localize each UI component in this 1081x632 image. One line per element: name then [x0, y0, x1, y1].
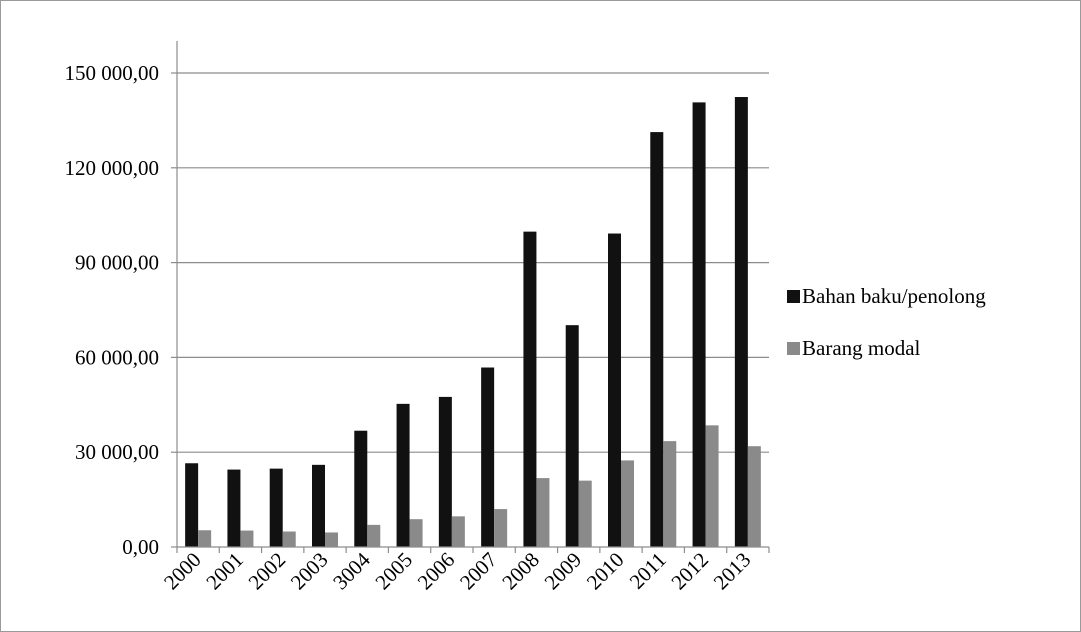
x-tick-label: 2013 [709, 548, 756, 595]
x-tick-label: 2009 [540, 548, 587, 595]
x-tick-label: 2006 [413, 548, 460, 595]
x-tick-label: 2012 [666, 548, 713, 595]
bar-barang-modal: 2010: 27400 [621, 460, 634, 547]
x-tick-label: 2005 [370, 548, 417, 595]
bar-bahan-baku: 2006: 47500 [438, 396, 452, 547]
bar-bahan-baku: 2011: 131300 [650, 132, 664, 548]
bar-bahan-baku: 3004: 36800 [354, 430, 368, 547]
legend-label: Barang modal [802, 336, 921, 360]
axes [171, 41, 770, 553]
x-tick-label: 2000 [159, 548, 206, 595]
bar-bahan-baku: 2002: 24800 [269, 468, 283, 547]
x-tick-label: 2002 [244, 548, 291, 595]
bar-bahan-baku: 2010: 99200 [608, 233, 621, 547]
bars: 2000: 265002000: 5300 2001: 245002001: 52… [185, 97, 761, 548]
x-tick-label: 2010 [582, 548, 629, 595]
x-tick-label: 3004 [328, 547, 375, 594]
bar-barang-modal: 2000: 5300 [198, 530, 212, 547]
legend-swatch [787, 290, 800, 303]
bar-bahan-baku: 2013: 142400 [734, 97, 748, 548]
bar-bahan-baku: 2001: 24500 [227, 469, 241, 547]
bar-bahan-baku: 2000: 26500 [185, 463, 199, 547]
legend-label: Bahan baku/penolong [802, 284, 986, 308]
x-tick-label: 2007 [455, 548, 502, 595]
y-tick-label: 150 000,00 [65, 61, 160, 85]
bar-bahan-baku: 2005: 45300 [396, 403, 410, 547]
x-tick-label: 2008 [497, 548, 544, 595]
y-tick-label: 60 000,00 [75, 345, 159, 369]
y-tick-label: 120 000,00 [65, 156, 160, 180]
legend: Bahan baku/penolong Barang modal [787, 284, 986, 360]
bar-barang-modal: 2009: 21000 [578, 480, 592, 547]
bar-barang-modal: 2012: 38500 [705, 425, 719, 547]
legend-swatch [787, 342, 800, 355]
bar-barang-modal: 2002: 4900 [282, 531, 296, 547]
bar-bahan-baku: 2008: 99800 [523, 231, 537, 547]
x-tick-label: 2001 [201, 548, 248, 595]
y-tick-label: 90 000,00 [75, 251, 159, 275]
y-tick-labels: 0,00 30 000,00 60 000,00 90 000,00 120 000,0… [65, 61, 160, 559]
gridlines [177, 72, 769, 453]
bar-barang-modal: 2005: 8800 [409, 519, 423, 547]
x-tick-label: 2003 [286, 548, 333, 595]
bar-barang-modal: 2006: 9700 [451, 516, 465, 547]
bar-bahan-baku: 2012: 140700 [692, 102, 706, 547]
bar-barang-modal: 2013: 31900 [747, 446, 761, 547]
y-tick-label: 0,00 [122, 535, 159, 559]
x-tick-labels: 2000200120022003300420052006200720082009… [159, 547, 755, 594]
bar-bahan-baku: 2007: 56800 [481, 367, 495, 547]
x-tick-label: 2011 [625, 548, 671, 594]
bar-barang-modal: 2008: 21800 [536, 478, 550, 547]
bar-barang-modal: 3004: 7000 [367, 524, 381, 547]
bar-bahan-baku: 2009: 70200 [565, 325, 579, 547]
y-tick-label: 30 000,00 [75, 440, 159, 464]
bar-barang-modal: 2003: 4600 [325, 532, 338, 547]
bar-bahan-baku: 2003: 26000 [312, 464, 325, 547]
bar-barang-modal: 2011: 33500 [663, 441, 677, 547]
